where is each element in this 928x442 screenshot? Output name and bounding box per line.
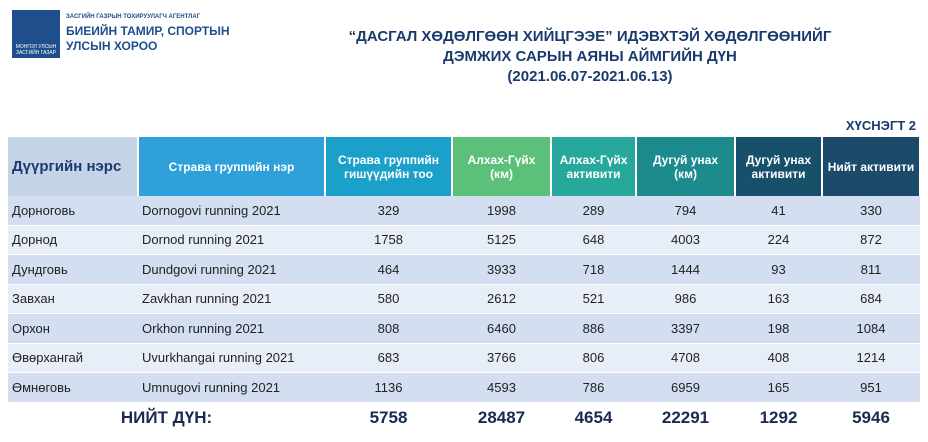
data-row: Дундговь Dundgovi running 2021 464 3933 718 1… [8, 254, 920, 285]
emblem-text: МОНГОЛ УЛСЫН ЗАСГИЙН ГАЗАР [15, 44, 57, 56]
cell: 41 [735, 196, 822, 226]
cell: Dornogovi running 2021 [138, 196, 325, 226]
cell: 330 [822, 196, 920, 226]
cell: Дорнод [8, 225, 138, 255]
total-row: НИЙТ ДҮН: 5758 28487 4654 22291 1292 5946 [8, 402, 920, 434]
total-cell: 28487 [452, 402, 551, 434]
cell: 794 [636, 196, 735, 226]
cell: Өвөрхангай [8, 343, 138, 373]
cell: 521 [551, 284, 636, 314]
cell: 786 [551, 372, 636, 403]
agency: ЗАСГИЙН ГАЗРЫН ТОХИРУУЛАГЧ АГЕНТЛАГ [66, 14, 201, 20]
cell: 648 [551, 225, 636, 255]
cell: Завхан [8, 284, 138, 314]
total-label: НИЙТ ДҮН: [8, 402, 325, 434]
cell: 93 [735, 254, 822, 285]
column-header: Страва группийн гишүүдийн тоо [325, 137, 453, 196]
data-row: Дорнод Dornod running 2021 1758 5125 648 4003… [8, 225, 920, 255]
column-header: Дугуй унах активити [735, 137, 823, 196]
column-header: Дугуй унах (км) [636, 137, 736, 196]
total-cell: 5758 [325, 402, 452, 434]
cell: 3766 [452, 343, 551, 373]
cell: 2612 [452, 284, 551, 314]
cell: 1214 [822, 343, 920, 373]
cell: 163 [735, 284, 822, 314]
data-row: Орхон Orkhon running 2021 808 6460 886 3397 19… [8, 313, 920, 344]
cell: 1444 [636, 254, 735, 285]
cell: Dundgovi running 2021 [138, 254, 325, 285]
cell: 951 [822, 372, 920, 403]
cell: Орхон [8, 313, 138, 344]
cell: 5125 [452, 225, 551, 255]
cell: 684 [822, 284, 920, 314]
emblem: МОНГОЛ УЛСЫН ЗАСГИЙН ГАЗАР [12, 10, 60, 58]
cell: 808 [325, 313, 452, 344]
table-label: ХҮСНЭГТ 2 [845, 118, 916, 133]
cell: 683 [325, 343, 452, 373]
title: ДЭМЖИХ САРЫН АЯНЫ АЙМГИЙН ДҮН [443, 48, 737, 65]
cell: 886 [551, 313, 636, 344]
cell: 3933 [452, 254, 551, 285]
cell: 6460 [452, 313, 551, 344]
cell: 464 [325, 254, 452, 285]
cell: 872 [822, 225, 920, 255]
cell: 1136 [325, 372, 452, 403]
cell: 4708 [636, 343, 735, 373]
cell: Uvurkhangai running 2021 [138, 343, 325, 373]
cell: 198 [735, 313, 822, 344]
data-row: Өвөрхангай Uvurkhangai running 2021 683 376… [8, 343, 920, 373]
cell: Orkhon running 2021 [138, 313, 325, 344]
column-header: Дүүргийн нэрс [8, 137, 139, 196]
column-header: Нийт активити [822, 137, 921, 196]
cell: Өмнөговь [8, 372, 138, 403]
cell: 811 [822, 254, 920, 285]
cell: 4593 [452, 372, 551, 403]
column-header: Страва группийн нэр [138, 137, 326, 196]
title: “ДАСГАЛ ХӨДӨЛГӨӨН ХИЙЦГЭЭЕ” ИДЭВХТЭЙ ХӨД… [348, 28, 832, 45]
table: Дүүргийн нэрс Страва группийн нэр Страва г… [8, 137, 921, 434]
cell: Dornod running 2021 [138, 225, 325, 255]
cell: 3397 [636, 313, 735, 344]
cell: 165 [735, 372, 822, 403]
cell: 1998 [452, 196, 551, 226]
cell: 718 [551, 254, 636, 285]
total-cell: 1292 [735, 402, 822, 434]
cell: 289 [551, 196, 636, 226]
org-name: УЛСЫН ХОРОО [66, 39, 158, 53]
cell: 6959 [636, 372, 735, 403]
data-row: Завхан Zavkhan running 2021 580 2612 521 986 1… [8, 284, 920, 314]
cell: 408 [735, 343, 822, 373]
column-header: Алхах-Гүйх активити [551, 137, 637, 196]
column-header: Алхах-Гүйх (км) [452, 137, 552, 196]
org-name: БИЕИЙН ТАМИР, СПОРТЫН [66, 24, 230, 38]
cell: 806 [551, 343, 636, 373]
total-cell: 5946 [822, 402, 920, 434]
cell: 329 [325, 196, 452, 226]
data-row: Дорноговь Dornogovi running 2021 329 1998 28… [8, 196, 920, 226]
header-row: Дүүргийн нэрс Страва группийн нэр Страва г… [8, 137, 921, 196]
cell: Zavkhan running 2021 [138, 284, 325, 314]
cell: 224 [735, 225, 822, 255]
cell: 986 [636, 284, 735, 314]
dates: (2021.06.07-2021.06.13) [507, 68, 673, 85]
total-cell: 4654 [551, 402, 636, 434]
cell: 4003 [636, 225, 735, 255]
cell: Дорноговь [8, 196, 138, 226]
cell: 1084 [822, 313, 920, 344]
data-row: Өмнөговь Umnugovi running 2021 1136 4593 786… [8, 372, 920, 403]
total-cell: 22291 [636, 402, 735, 434]
cell: Дундговь [8, 254, 138, 285]
cell: 1758 [325, 225, 452, 255]
cell: Umnugovi running 2021 [138, 372, 325, 403]
cell: 580 [325, 284, 452, 314]
